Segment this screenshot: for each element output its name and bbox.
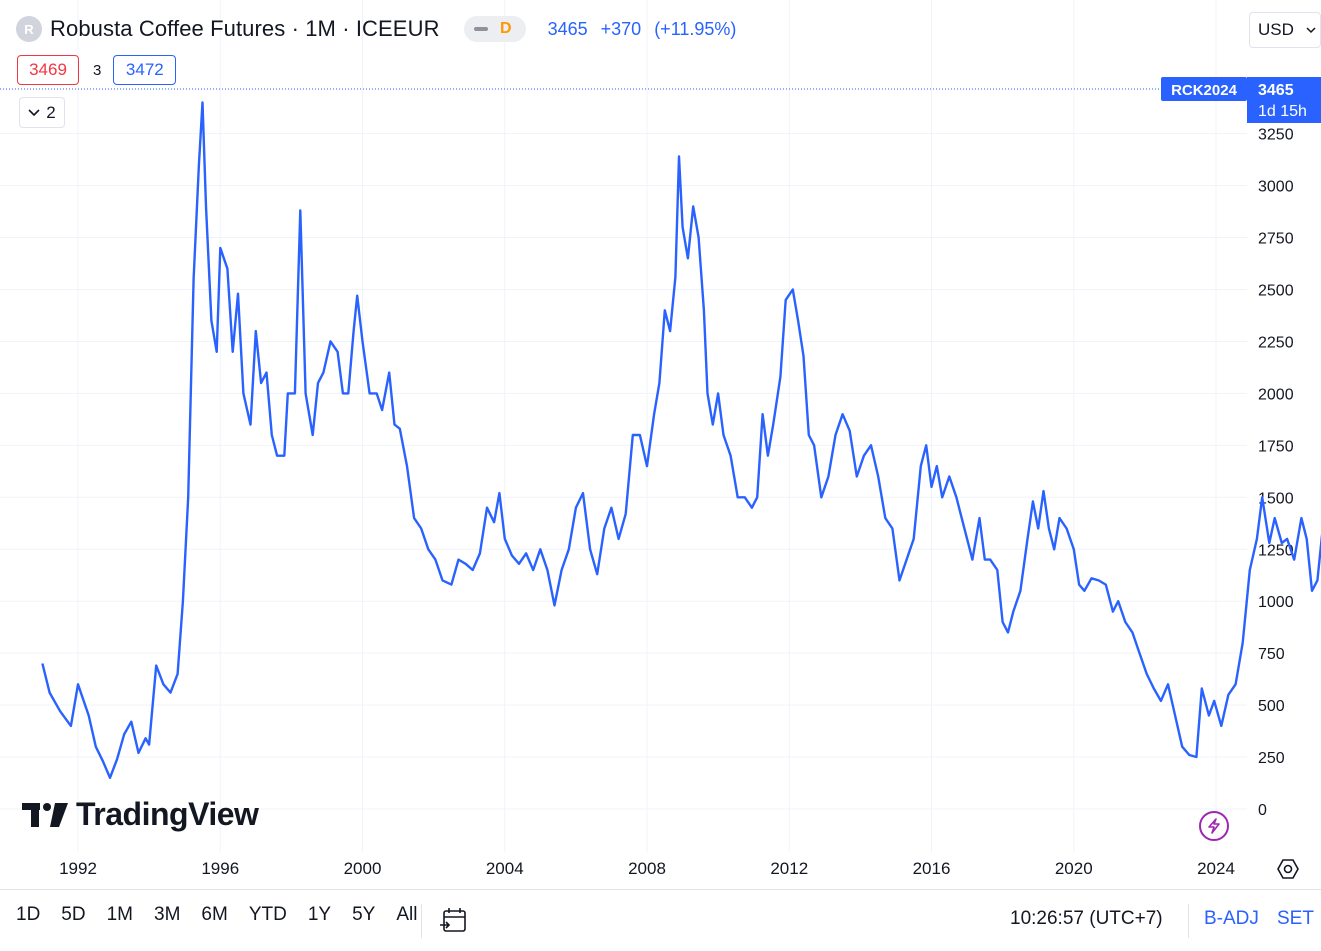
session-toggle[interactable]: SET bbox=[1277, 908, 1314, 929]
clock-timezone[interactable]: 10:26:57 (UTC+7) bbox=[1010, 908, 1163, 929]
gear-icon[interactable] bbox=[1276, 857, 1300, 881]
currency-value: USD bbox=[1258, 20, 1294, 39]
x-tick-label: 2012 bbox=[770, 859, 808, 878]
lightning-icon[interactable] bbox=[1199, 811, 1229, 841]
symbol-header: R Robusta Coffee Futures · 1M · ICEEUR D… bbox=[16, 14, 744, 44]
calendar-goto-icon[interactable] bbox=[438, 904, 470, 936]
indicators-toggle[interactable]: 2 bbox=[19, 97, 65, 128]
symbol-title[interactable]: Robusta Coffee Futures · 1M · ICEEUR bbox=[50, 16, 440, 41]
market-status-pill[interactable]: D bbox=[463, 16, 526, 42]
range-1d[interactable]: 1D bbox=[16, 904, 41, 925]
spread-value: 3 bbox=[93, 61, 102, 79]
range-5d[interactable]: 5D bbox=[61, 904, 86, 925]
last-price: 3465 bbox=[547, 18, 588, 39]
session-label: D bbox=[500, 20, 512, 37]
x-tick-label: 1996 bbox=[201, 859, 239, 878]
market-closed-icon bbox=[473, 27, 488, 31]
range-selector: 1D 5D 1M 3M 6M YTD 1Y 5Y All bbox=[16, 904, 438, 926]
chevron-down-icon bbox=[28, 108, 40, 116]
range-1y[interactable]: 1Y bbox=[307, 904, 332, 925]
range-1m[interactable]: 1M bbox=[106, 904, 133, 925]
price-tag: RCK2024 3465 1d 15h bbox=[1161, 77, 1321, 123]
y-tick-label: 2250 bbox=[1258, 334, 1294, 351]
x-tick-label: 2008 bbox=[628, 859, 666, 878]
chevron-down-icon bbox=[1306, 26, 1316, 33]
price-series-line bbox=[41, 101, 1321, 779]
range-5y[interactable]: 5Y bbox=[352, 904, 376, 925]
y-tick-label: 1000 bbox=[1258, 594, 1294, 611]
adjustment-toggle[interactable]: B-ADJ bbox=[1204, 908, 1259, 929]
divider bbox=[421, 904, 422, 938]
tradingview-logo[interactable]: TradingView bbox=[22, 796, 259, 833]
y-tick-label: 500 bbox=[1258, 698, 1285, 715]
x-tick-label: 2000 bbox=[344, 859, 382, 878]
x-tick-label: 1992 bbox=[59, 859, 97, 878]
range-6m[interactable]: 6M bbox=[201, 904, 228, 925]
bottom-toolbar: 1D 5D 1M 3M 6M YTD 1Y 5Y All 10:26:57 (U… bbox=[0, 889, 1321, 951]
price-tag-countdown: 1d 15h bbox=[1258, 103, 1307, 120]
x-axis: 1992 1996 2000 2004 2008 2012 2016 2020 2024 bbox=[59, 859, 1235, 878]
y-tick-label: 3000 bbox=[1258, 179, 1294, 196]
range-3m[interactable]: 3M bbox=[154, 904, 181, 925]
range-ytd[interactable]: YTD bbox=[248, 904, 287, 925]
symbol-logo: R bbox=[16, 16, 42, 42]
tradingview-logo-icon bbox=[22, 802, 68, 827]
price-change: +370 bbox=[600, 18, 642, 39]
y-tick-label: 2750 bbox=[1258, 231, 1294, 248]
x-tick-label: 2020 bbox=[1055, 859, 1093, 878]
x-tick-label: 2024 bbox=[1197, 859, 1235, 878]
bid-ask-bar: 3469 3 3472 bbox=[17, 55, 177, 85]
currency-select[interactable]: USD bbox=[1249, 12, 1321, 48]
y-tick-label: 1500 bbox=[1258, 490, 1294, 507]
buy-button[interactable]: 3472 bbox=[113, 55, 177, 85]
y-tick-label: 1750 bbox=[1258, 438, 1294, 455]
tradingview-logo-text: TradingView bbox=[76, 796, 259, 832]
y-tick-label: 2500 bbox=[1258, 283, 1294, 300]
chart-grid bbox=[0, 0, 1247, 852]
y-tick-label: 3250 bbox=[1258, 127, 1294, 144]
x-tick-label: 2004 bbox=[486, 859, 524, 878]
price-tag-symbol: RCK2024 bbox=[1171, 82, 1238, 99]
price-tag-price: 3465 bbox=[1258, 82, 1294, 99]
quote-values: 3465 +370 (+11.95%) bbox=[548, 19, 745, 40]
y-tick-label: 0 bbox=[1258, 802, 1267, 819]
price-change-percent: (+11.95%) bbox=[654, 18, 737, 39]
divider bbox=[1188, 904, 1189, 938]
y-tick-label: 750 bbox=[1258, 646, 1285, 663]
range-all[interactable]: All bbox=[396, 904, 418, 925]
sell-button[interactable]: 3469 bbox=[17, 55, 79, 85]
indicators-count: 2 bbox=[46, 102, 56, 122]
x-tick-label: 2016 bbox=[913, 859, 951, 878]
y-axis: 0 250 500 750 1000 1250 1500 1750 2000 2250 2500 27… bbox=[1258, 127, 1294, 819]
y-tick-label: 1250 bbox=[1258, 542, 1294, 559]
y-tick-label: 2000 bbox=[1258, 386, 1294, 403]
y-tick-label: 250 bbox=[1258, 750, 1285, 767]
